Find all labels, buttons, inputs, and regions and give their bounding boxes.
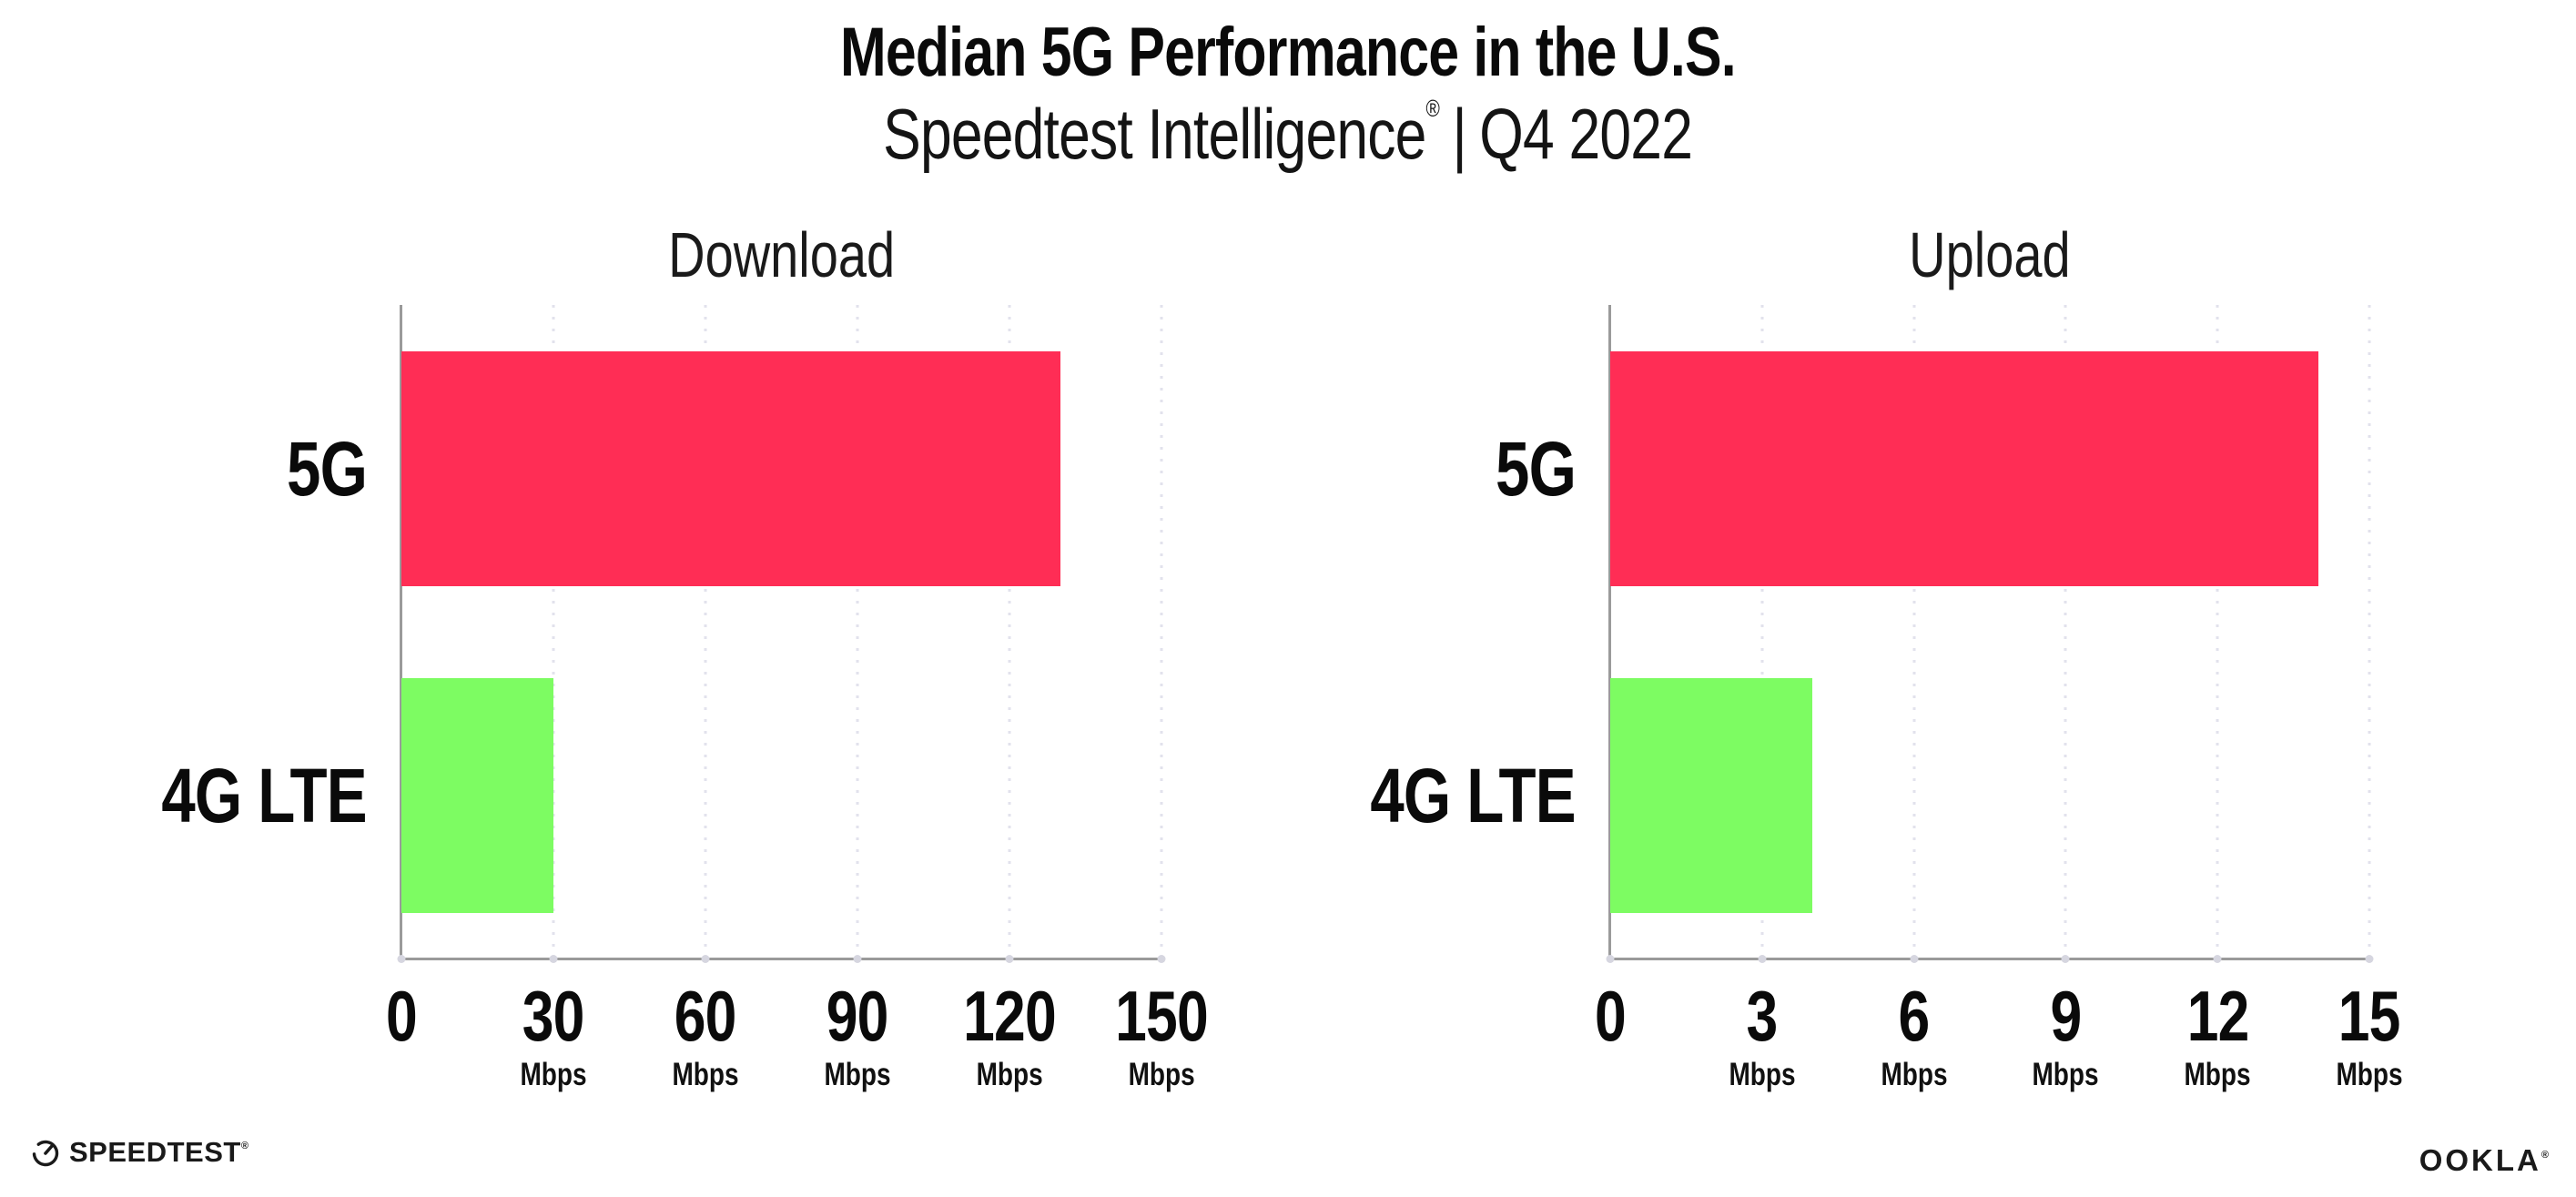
speedtest-gauge-icon [32, 1140, 59, 1167]
gridline-3 [1760, 305, 1764, 959]
x-tick-label-120: 120 Mbps [951, 980, 1067, 1090]
gridline-60 [704, 305, 707, 959]
upload-plot-area [1606, 305, 2374, 963]
axis-tick-dot-3 [1758, 955, 1767, 963]
x-tick-label-15: 15 Mbps [2328, 980, 2410, 1090]
x-tick-value: 120 [963, 976, 1057, 1056]
x-tick-value: 90 [827, 976, 889, 1056]
download-plot-area [397, 305, 1166, 963]
ookla-trademark-symbol: ® [2541, 1150, 2549, 1161]
subtitle-separator: | [1452, 94, 1467, 174]
x-tick-label-12: 12 Mbps [2175, 980, 2258, 1090]
gridline-9 [2064, 305, 2067, 959]
axis-tick-dot-150 [1157, 955, 1166, 963]
category-label-5g: 5G [1495, 425, 1577, 512]
axis-tick-dot-15 [2365, 955, 2374, 963]
y-axis-line [400, 305, 402, 959]
x-tick-unit: Mbps [672, 1057, 739, 1092]
gridline-90 [856, 305, 859, 959]
x-tick-value: 12 [2186, 976, 2249, 1056]
gridline-120 [1008, 305, 1011, 959]
axis-tick-dot-30 [549, 955, 558, 963]
bar-5g [401, 351, 1060, 586]
x-tick-value: 3 [1746, 976, 1779, 1056]
gridline-30 [552, 305, 555, 959]
x-tick-unit: Mbps [1729, 1057, 1796, 1092]
x-tick-unit: Mbps [1881, 1057, 1948, 1092]
bar-4g-lte [401, 678, 553, 913]
axis-tick-dot-120 [1005, 955, 1014, 963]
x-axis-line [400, 958, 1161, 960]
x-tick-value: 9 [2050, 976, 2082, 1056]
gridline-15 [2368, 305, 2371, 959]
category-label-5g: 5G [286, 425, 368, 512]
gridline-150 [1160, 305, 1163, 959]
x-tick-unit: Mbps [2336, 1057, 2403, 1092]
x-tick-unit: Mbps [976, 1057, 1043, 1092]
axis-tick-dot-12 [2213, 955, 2222, 963]
x-tick-label-30: 30 Mbps [512, 980, 594, 1090]
x-tick-label-90: 90 Mbps [816, 980, 898, 1090]
axis-tick-dot-0 [397, 955, 406, 963]
axis-tick-dot-60 [701, 955, 710, 963]
x-tick-label-3: 3 Mbps [1720, 980, 1803, 1090]
y-axis-line [1608, 305, 1611, 959]
x-tick-unit: Mbps [2184, 1057, 2251, 1092]
axis-tick-dot-90 [853, 955, 862, 963]
gridline-12 [2216, 305, 2219, 959]
page-subtitle-text: Speedtest Intelligence® | Q4 2022 [883, 93, 1694, 176]
x-tick-label-150: 150 Mbps [1103, 980, 1219, 1090]
x-tick-value: 6 [1898, 976, 1931, 1056]
x-tick-unit: Mbps [824, 1057, 891, 1092]
x-tick-value: 150 [1115, 976, 1209, 1056]
axis-tick-dot-0 [1606, 955, 1615, 963]
page-subtitle: Speedtest Intelligence® | Q4 2022 [0, 93, 2576, 176]
x-tick-label-0: 0 [1591, 980, 1629, 1051]
x-tick-unit: Mbps [2032, 1057, 2099, 1092]
x-tick-label-6: 6 Mbps [1872, 980, 1955, 1090]
category-label-4g-lte: 4G LTE [1370, 752, 1577, 838]
download-chart-title: Download [667, 219, 896, 290]
ookla-wordmark: OOKLA [2419, 1143, 2541, 1177]
x-tick-value: 30 [522, 976, 585, 1056]
speedtest-logo: SPEEDTEST® [30, 1136, 248, 1169]
gridline-6 [1912, 305, 1916, 959]
subtitle-product: Speedtest Intelligence [883, 94, 1426, 174]
axis-tick-dot-6 [1910, 955, 1919, 963]
registered-trademark-symbol: ® [1425, 95, 1440, 122]
upload-chart-title: Upload [1909, 219, 2071, 290]
x-tick-unit: Mbps [520, 1057, 587, 1092]
x-tick-unit: Mbps [1128, 1057, 1195, 1092]
x-tick-value: 60 [674, 976, 737, 1056]
page-title-text: Median 5G Performance in the U.S. [840, 14, 1737, 91]
page-title: Median 5G Performance in the U.S. [0, 13, 2576, 92]
speedtest-wordmark: SPEEDTEST® [69, 1136, 249, 1168]
subtitle-period: Q4 2022 [1479, 94, 1694, 174]
x-tick-value: 15 [2338, 976, 2401, 1056]
bar-4g-lte [1610, 678, 1813, 913]
x-tick-value: 0 [1595, 976, 1627, 1056]
x-tick-label-60: 60 Mbps [664, 980, 746, 1090]
ookla-logo: OOKLA® [2419, 1143, 2549, 1178]
upload-chart: Upload 0 3 Mbps 6 Mbps 9 Mbps 12 Mbps 15 Mbps 5G 4G … [1371, 218, 2403, 1111]
x-axis-line [1608, 958, 2369, 960]
axis-tick-dot-9 [2061, 955, 2070, 963]
download-chart: Download 0 30 Mbps 60 Mbps 90 Mbps 120 Mbps 150 Mb… [162, 218, 1209, 1111]
bar-5g [1610, 351, 2319, 586]
x-tick-value: 0 [386, 976, 418, 1056]
x-tick-label-0: 0 [382, 980, 421, 1051]
category-label-4g-lte: 4G LTE [161, 752, 368, 838]
speedtest-trademark-symbol: ® [240, 1141, 249, 1151]
x-tick-label-9: 9 Mbps [2024, 980, 2107, 1090]
